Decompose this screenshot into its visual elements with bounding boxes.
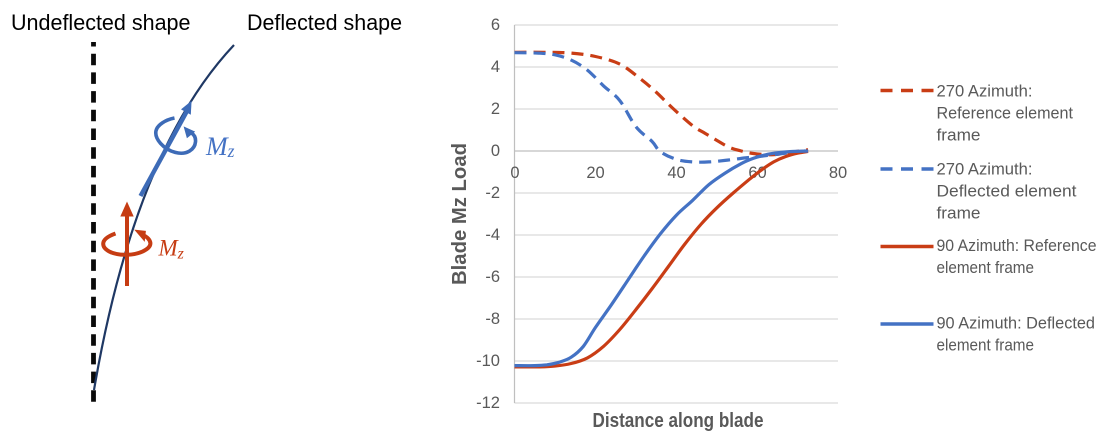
- svg-text:270 Azimuth:: 270 Azimuth:: [937, 83, 1033, 101]
- svg-text:Distance along blade: Distance along blade: [593, 410, 764, 432]
- svg-text:Blade Mz Load: Blade Mz Load: [449, 143, 471, 285]
- svg-text:element frame: element frame: [937, 259, 1035, 277]
- svg-text:0: 0: [510, 164, 519, 182]
- svg-text:-12: -12: [476, 394, 500, 412]
- svg-text:-10: -10: [476, 352, 500, 370]
- svg-text:element frame: element frame: [937, 337, 1035, 355]
- svg-text:2: 2: [491, 100, 500, 118]
- svg-text:20: 20: [586, 164, 604, 182]
- svg-text:-4: -4: [485, 226, 500, 244]
- svg-text:0: 0: [491, 142, 500, 160]
- svg-text:Undeflected shape: Undeflected shape: [11, 10, 191, 35]
- svg-text:-6: -6: [485, 268, 500, 286]
- svg-text:Deflected element: Deflected element: [937, 183, 1077, 201]
- svg-text:frame: frame: [937, 205, 981, 223]
- svg-text:6: 6: [491, 16, 500, 34]
- svg-text:270 Azimuth:: 270 Azimuth:: [937, 161, 1033, 179]
- svg-text:Reference element: Reference element: [937, 105, 1074, 123]
- svg-text:40: 40: [667, 164, 685, 182]
- svg-text:-8: -8: [485, 310, 500, 328]
- svg-text:Mz: Mz: [158, 236, 185, 263]
- svg-text:80: 80: [829, 164, 847, 182]
- svg-text:frame: frame: [937, 127, 981, 145]
- svg-text:90 Azimuth: Reference: 90 Azimuth: Reference: [937, 237, 1097, 255]
- svg-text:Mz: Mz: [205, 132, 235, 161]
- svg-text:Deflected shape: Deflected shape: [247, 10, 402, 35]
- svg-text:4: 4: [491, 58, 500, 76]
- svg-text:-2: -2: [485, 184, 500, 202]
- svg-text:90 Azimuth: Deflected: 90 Azimuth: Deflected: [937, 315, 1096, 333]
